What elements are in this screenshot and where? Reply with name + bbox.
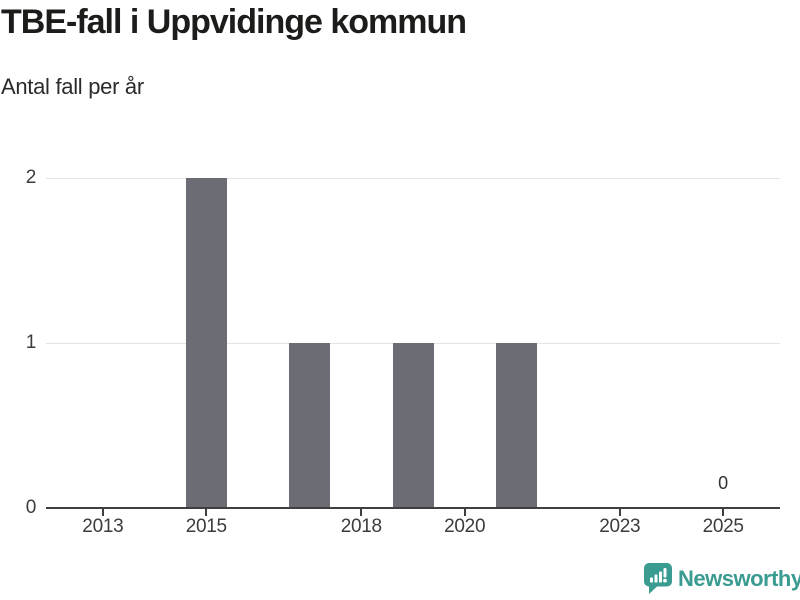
- x-tick-label: 2020: [444, 516, 486, 537]
- x-tick-2015: [205, 509, 208, 516]
- value-label-2025: 0: [718, 473, 729, 493]
- x-axis-line: [46, 507, 780, 509]
- x-tick-label: 2018: [340, 516, 382, 537]
- x-tick-label: 2013: [82, 516, 124, 537]
- x-tick-2025: [722, 509, 725, 516]
- x-tick-2018: [360, 509, 363, 516]
- newsworthy-logo-icon: [644, 563, 672, 594]
- bar-2019: [392, 343, 434, 508]
- brand-name: Newsworthy: [678, 565, 800, 591]
- chart-subtitle: Antal fall per år: [1, 74, 144, 99]
- y-tick-label: 1: [25, 332, 37, 353]
- x-tick-2013: [101, 509, 104, 516]
- x-tick-label: 2025: [702, 516, 744, 537]
- bar-2017: [289, 343, 331, 508]
- bar-2021: [495, 343, 537, 508]
- gridline-y-2: [46, 177, 780, 179]
- bar-2015: [185, 178, 227, 508]
- y-tick-label: 2: [25, 167, 37, 188]
- x-tick-2020: [463, 509, 466, 516]
- newsworthy-brand-link[interactable]: Newsworthy: [644, 563, 800, 594]
- x-tick-2023: [618, 509, 621, 516]
- x-tick-label: 2015: [185, 516, 227, 537]
- x-tick-label: 2023: [599, 516, 641, 537]
- chart-title: TBE-fall i Uppvidinge kommun: [1, 3, 467, 41]
- y-tick-label: 0: [25, 497, 37, 518]
